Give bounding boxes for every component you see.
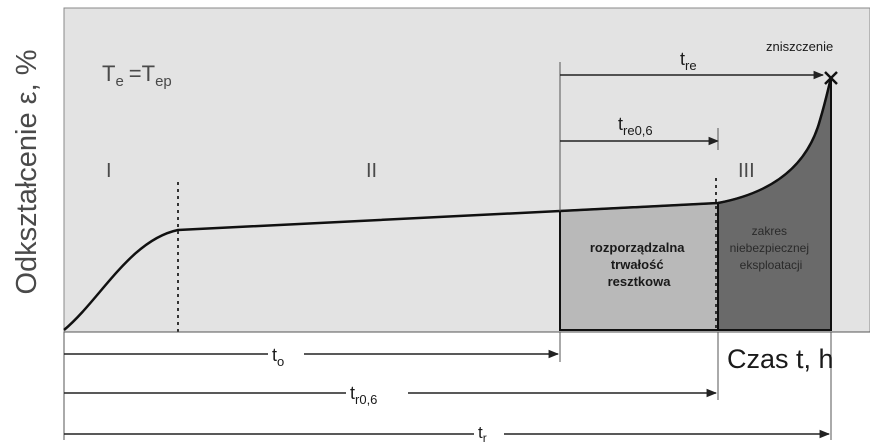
tr06-label: tr0,6 xyxy=(350,383,377,407)
y-axis-label: Odkształcenie ε, % xyxy=(11,49,43,294)
stage-label-2: II xyxy=(366,160,377,182)
temperature-condition: Te =Tep xyxy=(102,61,172,90)
stage-label-1: I xyxy=(106,160,112,182)
stage-label-3: III xyxy=(738,160,755,182)
to-label: to xyxy=(272,345,284,369)
failure-label: zniszczenie xyxy=(766,39,833,54)
failure-cross-icon xyxy=(824,71,838,85)
tre-label: tre xyxy=(680,49,697,73)
residual-life-label: rozporządzalna trwałość resztkowa xyxy=(590,240,688,289)
tre06-label: tre0,6 xyxy=(618,114,653,138)
dangerous-operation-label: zakres niebezpiecznej eksploatacji xyxy=(730,224,813,272)
creep-curve xyxy=(63,77,833,331)
x-axis-label: Czas t, h xyxy=(727,344,834,374)
tr-label: tr xyxy=(478,423,487,443)
